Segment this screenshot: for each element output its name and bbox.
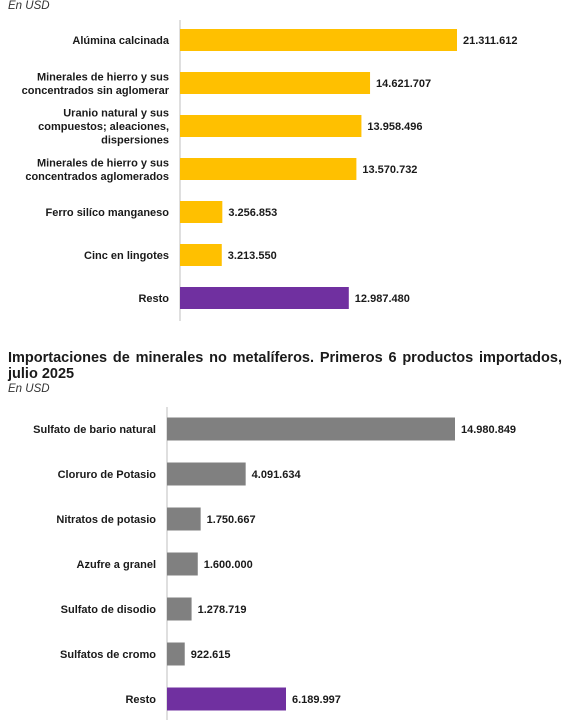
chart2-value-label-3: 1.750.667 — [207, 514, 256, 526]
chart1-value-label-4: 13.570.732 — [362, 164, 417, 176]
chart1-value-label-1: 21.311.612 — [463, 35, 517, 47]
chart2-title: Importaciones de minerales no metalífero… — [8, 350, 562, 382]
chart1-value-label-7: 12.987.480 — [355, 293, 410, 305]
chart2-bar-2 — [167, 462, 246, 486]
chart1-category-label-1: Alúmina calcinada — [72, 35, 169, 47]
chart2-category-label-3: Nitratos de potasio — [56, 514, 156, 526]
chart2-value-label-4: 1.600.000 — [204, 559, 253, 571]
chart1-value-label-2: 14.621.707 — [376, 78, 431, 90]
chart1-category-label-5: Ferro silíco manganeso — [46, 207, 170, 219]
chart1-bar-7 — [180, 287, 349, 309]
chart1-category-label-7: Resto — [138, 293, 169, 305]
chart1-category-label-4: Minerales de hierro y sus concentrados ag… — [25, 157, 169, 183]
chart2-bar-7 — [167, 687, 286, 711]
chart2-value-label-7: 6.189.997 — [292, 694, 341, 706]
chart2-value-label-1: 14.980.849 — [461, 424, 516, 436]
chart2-import-bars: Sulfato de bario natural 14.980.849 Clorur… — [33, 407, 516, 720]
chart1-bar-1 — [180, 29, 457, 51]
chart1-category-label-2: Minerales de hierro y sus concentrados si… — [22, 71, 170, 97]
chart2-bar-4 — [167, 552, 198, 576]
chart2-category-label-2: Cloruro de Potasio — [58, 469, 157, 481]
chart1-export-bars: Alúmina calcinada 21.311.612 Minerales de … — [22, 20, 517, 321]
chart1-value-label-3: 13.958.496 — [367, 121, 422, 133]
chart1-bar-3 — [180, 115, 362, 137]
chart1-value-label-6: 3.213.550 — [228, 250, 277, 262]
chart2-bar-6 — [167, 642, 185, 666]
chart2-category-label-7: Resto — [125, 694, 156, 706]
chart2-category-label-1: Sulfato de bario natural — [33, 424, 156, 436]
chart2-category-label-5: Sulfato de disodio — [61, 604, 157, 616]
chart2-category-label-6: Sulfatos de cromo — [60, 649, 156, 661]
chart1-category-label-3: Uranio natural y sus compuestos; aleacion… — [38, 108, 169, 147]
chart1-bar-4 — [180, 158, 357, 180]
chart2-bar-1 — [167, 417, 455, 441]
chart1-value-label-5: 3.256.853 — [228, 207, 277, 219]
chart2-unit-label: En USD — [8, 383, 50, 395]
chart2-value-label-2: 4.091.634 — [252, 469, 302, 481]
chart2-value-label-5: 1.278.719 — [198, 604, 247, 616]
chart1-bar-5 — [180, 201, 223, 223]
chart2-value-label-6: 922.615 — [191, 649, 231, 661]
chart1-bar-6 — [180, 244, 222, 266]
chart2-bar-5 — [167, 597, 192, 621]
chart2-category-label-4: Azufre a granel — [77, 559, 156, 571]
chart1-bar-2 — [180, 72, 371, 94]
chart1-unit-label: En USD — [8, 0, 50, 12]
chart1-category-label-6: Cinc en lingotes — [84, 250, 169, 262]
chart2-bar-3 — [167, 507, 201, 531]
